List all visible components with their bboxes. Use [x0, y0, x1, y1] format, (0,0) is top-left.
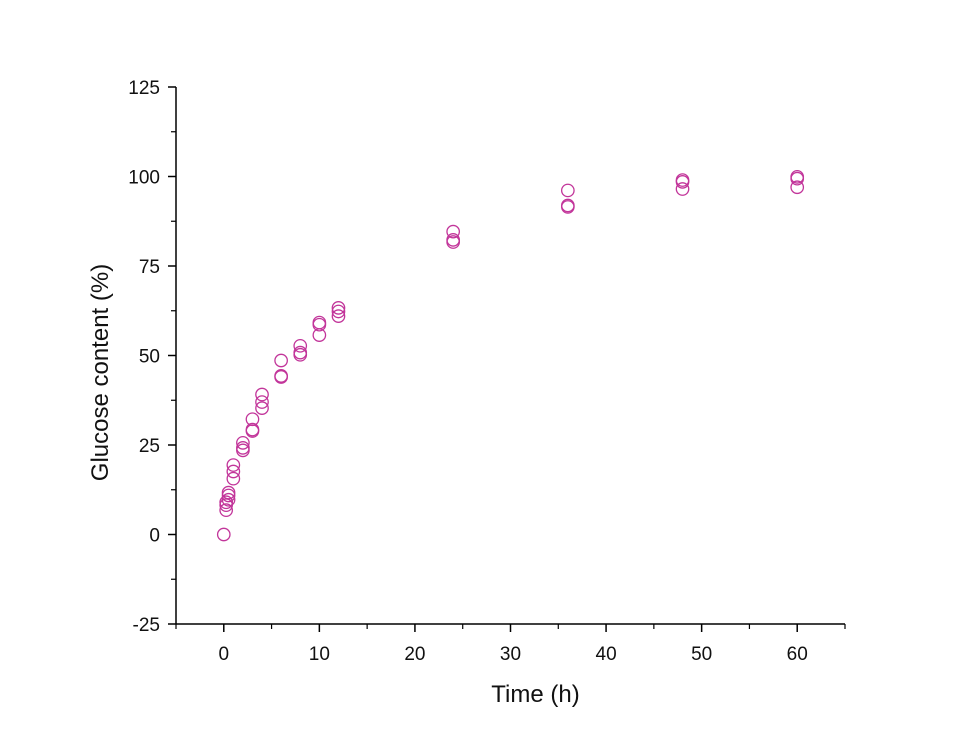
y-tick-label: 125: [128, 78, 160, 99]
x-tick-label: 40: [596, 644, 617, 665]
y-tick-label: 50: [139, 347, 160, 368]
data-point: [221, 492, 236, 507]
data-point: [274, 353, 288, 368]
data-point: [245, 422, 260, 437]
data-point: [560, 198, 575, 213]
data-point: [331, 304, 346, 319]
data-point: [255, 395, 269, 409]
x-tick-label: 0: [218, 644, 229, 665]
data-point: [293, 345, 308, 360]
y-axis-title: Glucose content (%): [87, 264, 114, 481]
data-point: [274, 370, 288, 384]
data-point: [293, 338, 308, 353]
data-point: [331, 301, 346, 315]
data-point: [255, 401, 269, 415]
data-point: [219, 503, 234, 518]
y-tick-label: 100: [128, 168, 160, 189]
data-point: [226, 458, 241, 472]
data-point: [226, 471, 241, 486]
x-tick-label: 20: [404, 644, 425, 665]
data-point: [236, 436, 250, 450]
data-point: [790, 180, 805, 195]
data-point: [236, 441, 250, 455]
data-point: [226, 464, 241, 479]
data-point: [675, 173, 690, 187]
data-point: [221, 485, 236, 500]
y-tick-label: 0: [149, 526, 160, 547]
data-points: [216, 170, 805, 542]
x-tick-label: 50: [691, 644, 712, 665]
data-point: [331, 309, 346, 323]
data-point: [245, 412, 260, 427]
axes: [175, 87, 845, 625]
tick-labels: 0 10 20 30 40 50 60 -25 0 25 50 75 100 125: [128, 78, 807, 665]
data-point: [274, 369, 288, 383]
data-point: [446, 233, 461, 247]
data-point: [216, 527, 231, 542]
data-point: [219, 495, 234, 510]
data-point: [446, 224, 461, 239]
x-tick-label: 60: [787, 644, 808, 665]
y-tick-label: 75: [139, 257, 160, 278]
data-point: [312, 315, 327, 330]
data-point: [255, 387, 269, 402]
data-point: [560, 183, 575, 198]
data-point: [675, 182, 690, 196]
x-axis-title: Time (h): [491, 681, 579, 708]
data-point: [790, 170, 805, 184]
x-tick-label: 10: [309, 644, 330, 665]
y-tick-label: 25: [139, 436, 160, 457]
y-tick-label: -25: [133, 615, 160, 636]
x-tick-label: 30: [500, 644, 521, 665]
ticks: [168, 86, 846, 632]
